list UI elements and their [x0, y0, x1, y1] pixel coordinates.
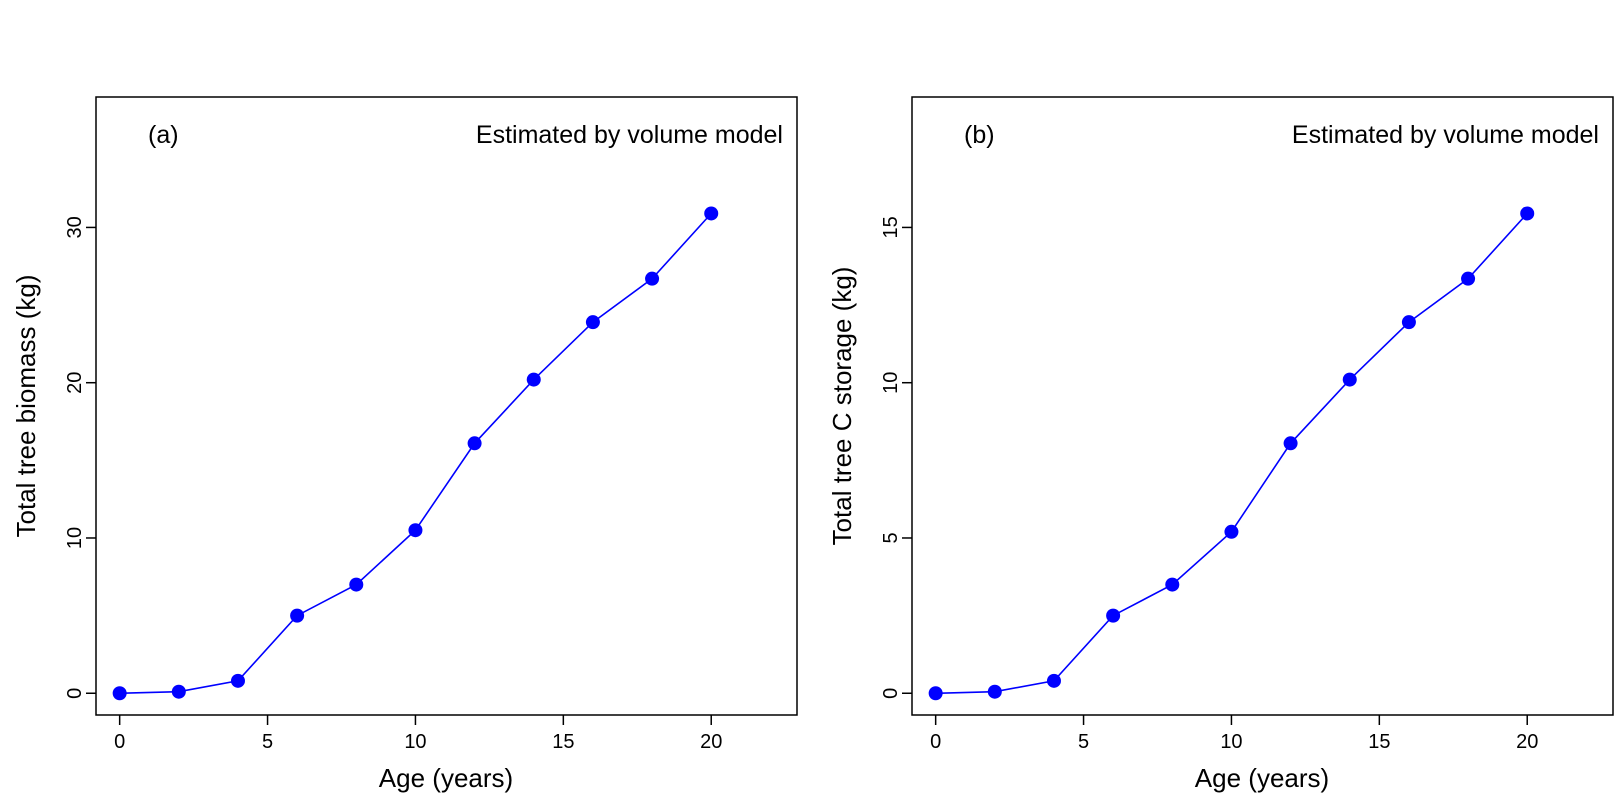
data-point [467, 436, 482, 451]
data-point [408, 523, 423, 538]
annotation-text: Estimated by volume model [476, 121, 783, 149]
data-point [1342, 372, 1357, 387]
plot-frame [95, 96, 798, 716]
x-axis-title: Age (years) [1195, 763, 1329, 793]
y-tick-label: 30 [64, 216, 86, 238]
x-tick-label: 10 [1220, 731, 1242, 753]
panel-label: (a) [148, 121, 179, 149]
data-point [526, 372, 541, 387]
y-axis-title: Total tree biomass (kg) [11, 275, 41, 538]
y-tick-label: 5 [880, 532, 902, 543]
y-tick-label: 10 [880, 372, 902, 394]
y-tick-label: 15 [880, 216, 902, 238]
y-axis-title: Total tree C storage (kg) [827, 267, 857, 546]
data-point [349, 577, 364, 592]
data-point [1046, 673, 1061, 688]
data-point [1461, 271, 1476, 286]
y-tick-label: 20 [64, 372, 86, 394]
x-tick-label: 0 [114, 731, 125, 753]
x-tick-label: 0 [930, 731, 941, 753]
y-tick-label: 0 [64, 688, 86, 699]
data-point [585, 315, 600, 330]
y-tick-label: 10 [64, 527, 86, 549]
annotation-text: Estimated by volume model [1292, 121, 1599, 149]
data-point [928, 686, 943, 701]
data-point [1283, 436, 1298, 451]
data-point [1401, 315, 1416, 330]
data-point [290, 608, 305, 623]
data-point [112, 686, 127, 701]
series-line [119, 212, 712, 695]
data-point [987, 684, 1002, 699]
panel-b: (b) Estimated by volume model Age (years… [827, 96, 1614, 793]
x-tick-label: 5 [262, 731, 273, 753]
x-tick-label: 10 [404, 731, 426, 753]
data-point [1106, 608, 1121, 623]
x-tick-label: 15 [552, 731, 574, 753]
panel-label: (b) [964, 121, 995, 149]
plot-frame [911, 96, 1614, 716]
series-line [935, 212, 1528, 695]
data-point [1520, 206, 1535, 221]
x-tick-label: 20 [700, 731, 722, 753]
x-tick-label: 20 [1516, 731, 1538, 753]
y-tick-label: 0 [880, 688, 902, 699]
x-tick-label: 15 [1368, 731, 1390, 753]
x-axis-title: Age (years) [379, 763, 513, 793]
data-point [1165, 577, 1180, 592]
panel-a: (a) Estimated by volume model Age (years… [11, 96, 798, 793]
data-point [171, 684, 186, 699]
data-point [230, 673, 245, 688]
data-point [645, 271, 660, 286]
data-point [1224, 524, 1239, 539]
x-tick-label: 5 [1078, 731, 1089, 753]
data-point [704, 206, 719, 221]
